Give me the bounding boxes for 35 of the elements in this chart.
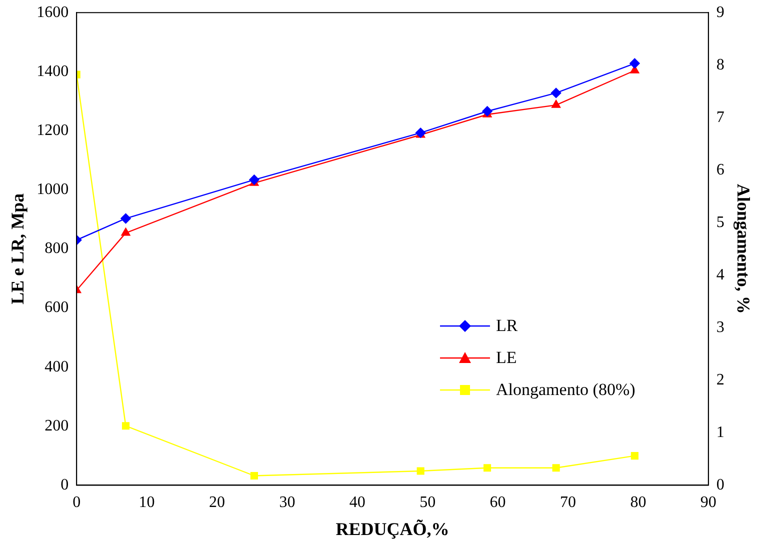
x-tick-label: 60 xyxy=(490,494,506,512)
x-tick-label: 80 xyxy=(630,494,646,512)
y2-tick-label: 9 xyxy=(716,4,724,21)
legend-label: LR xyxy=(496,316,518,336)
y2-tick-label: 5 xyxy=(716,214,724,231)
y-axis-title: LE e LR, Mpa xyxy=(7,193,28,304)
y2-tick-label: 4 xyxy=(716,266,724,284)
x-tick-label: 20 xyxy=(209,494,225,512)
y-tick-label: 200 xyxy=(44,417,69,434)
x-axis-title: REDUÇAÕ,% xyxy=(336,518,450,539)
y-tick-label: 0 xyxy=(60,476,69,494)
y-tick-label: 800 xyxy=(44,240,69,258)
y2-tick-label: 6 xyxy=(716,161,724,178)
x-tick-label: 0 xyxy=(72,494,81,512)
x-tick-label: 70 xyxy=(560,494,576,512)
legend-label: Alongamento (80%) xyxy=(496,380,636,400)
x-tick-label: 10 xyxy=(138,494,155,512)
y2-tick-label: 8 xyxy=(716,56,724,74)
x-tick-label: 90 xyxy=(700,494,716,512)
x-tick-label: 30 xyxy=(279,494,296,512)
y-tick-label: 1200 xyxy=(36,122,69,139)
y-tick-label: 600 xyxy=(44,299,69,316)
y2-axis-title: Alongamento, % xyxy=(734,184,754,314)
legend-label: LE xyxy=(496,348,517,368)
x-tick-label: 50 xyxy=(420,494,436,512)
y-tick-label: 400 xyxy=(44,358,69,376)
y-tick-label: 1600 xyxy=(36,4,69,21)
y2-tick-label: 0 xyxy=(716,476,724,494)
y2-tick-label: 3 xyxy=(716,318,724,336)
y-tick-label: 1000 xyxy=(36,181,69,198)
y-tick-label: 1400 xyxy=(36,62,69,80)
y2-tick-label: 2 xyxy=(716,371,724,388)
x-tick-label: 40 xyxy=(349,494,366,512)
y2-tick-label: 1 xyxy=(716,424,724,441)
y2-tick-label: 7 xyxy=(716,108,724,126)
